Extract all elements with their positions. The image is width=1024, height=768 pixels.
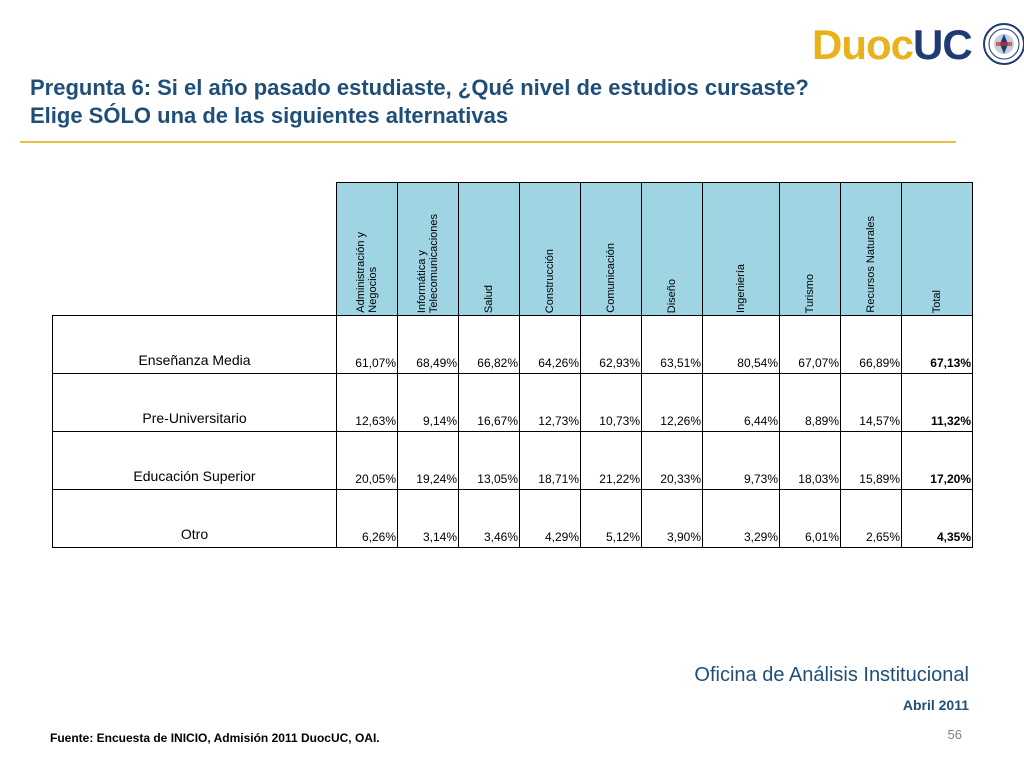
column-header: Construcción bbox=[519, 182, 581, 316]
table-cell: 9,73% bbox=[702, 431, 780, 490]
row-label: Pre-Universitario bbox=[52, 373, 337, 432]
office-name: Oficina de Análisis Institucional bbox=[694, 664, 969, 686]
page-number: 56 bbox=[947, 727, 962, 742]
table-cell: 18,71% bbox=[519, 431, 581, 490]
duocuc-logo: DuocUC bbox=[812, 20, 1024, 70]
table-cell: 3,14% bbox=[397, 489, 459, 548]
column-header-label: Informática y Telecomunicaciones bbox=[416, 213, 440, 313]
column-header: Informática y Telecomunicaciones bbox=[397, 182, 459, 316]
column-header: Diseño bbox=[641, 182, 703, 316]
table-cell: 14,57% bbox=[840, 373, 902, 432]
table-cell: 18,03% bbox=[779, 431, 841, 490]
column-header: Salud bbox=[458, 182, 520, 316]
column-header: Ingeniería bbox=[702, 182, 780, 316]
total-cell: 4,35% bbox=[901, 489, 973, 548]
table-cell: 3,90% bbox=[641, 489, 703, 548]
column-header: Comunicación bbox=[580, 182, 642, 316]
table-cell: 63,51% bbox=[641, 315, 703, 374]
table-cell: 16,67% bbox=[458, 373, 520, 432]
column-header-label: Comunicación bbox=[605, 243, 617, 313]
title-line-2: Elige SÓLO una de las siguientes alterna… bbox=[30, 103, 509, 128]
column-header-label: Recursos Naturales bbox=[865, 216, 877, 313]
table-cell: 13,05% bbox=[458, 431, 520, 490]
row-label: Enseñanza Media bbox=[52, 315, 337, 374]
table-cell: 61,07% bbox=[336, 315, 398, 374]
column-header-label: Ingeniería bbox=[735, 264, 747, 313]
column-header: Administración y Negocios bbox=[336, 182, 398, 316]
table-cell: 66,89% bbox=[840, 315, 902, 374]
column-header: Total bbox=[901, 182, 973, 316]
page-title: Pregunta 6: Si el año pasado estudiaste,… bbox=[30, 74, 930, 130]
table-header-row: Administración y Negocios Informática y … bbox=[53, 182, 973, 316]
logo-wordmark: DuocUC bbox=[812, 20, 973, 70]
column-header-label: Construcción bbox=[544, 248, 556, 313]
table-row: Otro 6,26% 3,14% 3,46% 4,29% 5,12% 3,90%… bbox=[52, 489, 973, 548]
table-cell: 12,73% bbox=[519, 373, 581, 432]
table-cell: 19,24% bbox=[397, 431, 459, 490]
column-header-label: Total bbox=[931, 289, 943, 313]
column-header-label: Salud bbox=[483, 284, 495, 313]
table-row: Pre-Universitario 12,63% 9,14% 16,67% 12… bbox=[52, 373, 973, 432]
table-cell: 80,54% bbox=[702, 315, 780, 374]
university-seal-icon bbox=[983, 23, 1024, 65]
table-cell: 3,46% bbox=[458, 489, 520, 548]
table-corner bbox=[53, 183, 337, 316]
table-cell: 62,93% bbox=[580, 315, 642, 374]
table-cell: 2,65% bbox=[840, 489, 902, 548]
table-cell: 4,29% bbox=[519, 489, 581, 548]
column-header: Recursos Naturales bbox=[840, 182, 902, 316]
logo-uc: UC bbox=[913, 21, 973, 68]
table-cell: 21,22% bbox=[580, 431, 642, 490]
table-cell: 8,89% bbox=[779, 373, 841, 432]
table-cell: 6,26% bbox=[336, 489, 398, 548]
table-cell: 5,12% bbox=[580, 489, 642, 548]
table-cell: 9,14% bbox=[397, 373, 459, 432]
table-cell: 66,82% bbox=[458, 315, 520, 374]
logo-duoc: Duoc bbox=[812, 21, 914, 68]
table-cell: 15,89% bbox=[840, 431, 902, 490]
table-row: Educación Superior 20,05% 19,24% 13,05% … bbox=[52, 431, 973, 490]
table-row: Enseñanza Media 61,07% 68,49% 66,82% 64,… bbox=[52, 315, 973, 374]
row-label: Educación Superior bbox=[52, 431, 337, 490]
table-cell: 12,63% bbox=[336, 373, 398, 432]
table-cell: 6,01% bbox=[779, 489, 841, 548]
table-cell: 12,26% bbox=[641, 373, 703, 432]
title-underline bbox=[20, 141, 956, 143]
total-cell: 17,20% bbox=[901, 431, 973, 490]
report-date: Abril 2011 bbox=[902, 697, 969, 713]
table-cell: 20,33% bbox=[641, 431, 703, 490]
column-header-label: Turismo bbox=[804, 273, 816, 313]
table-cell: 10,73% bbox=[580, 373, 642, 432]
total-cell: 11,32% bbox=[901, 373, 973, 432]
table-cell: 67,07% bbox=[779, 315, 841, 374]
table-cell: 3,29% bbox=[702, 489, 780, 548]
table-cell: 6,44% bbox=[702, 373, 780, 432]
row-label: Otro bbox=[52, 489, 337, 548]
title-line-1: Pregunta 6: Si el año pasado estudiaste,… bbox=[30, 75, 809, 100]
column-header-label: Diseño bbox=[666, 278, 678, 313]
table-cell: 68,49% bbox=[397, 315, 459, 374]
table-cell: 20,05% bbox=[336, 431, 398, 490]
column-header: Turismo bbox=[779, 182, 841, 316]
column-header-label: Administración y Negocios bbox=[355, 232, 379, 313]
total-cell: 67,13% bbox=[901, 315, 973, 374]
table-cell: 64,26% bbox=[519, 315, 581, 374]
source-note: Fuente: Encuesta de INICIO, Admisión 201… bbox=[50, 731, 380, 745]
results-table: Administración y Negocios Informática y … bbox=[52, 182, 973, 548]
